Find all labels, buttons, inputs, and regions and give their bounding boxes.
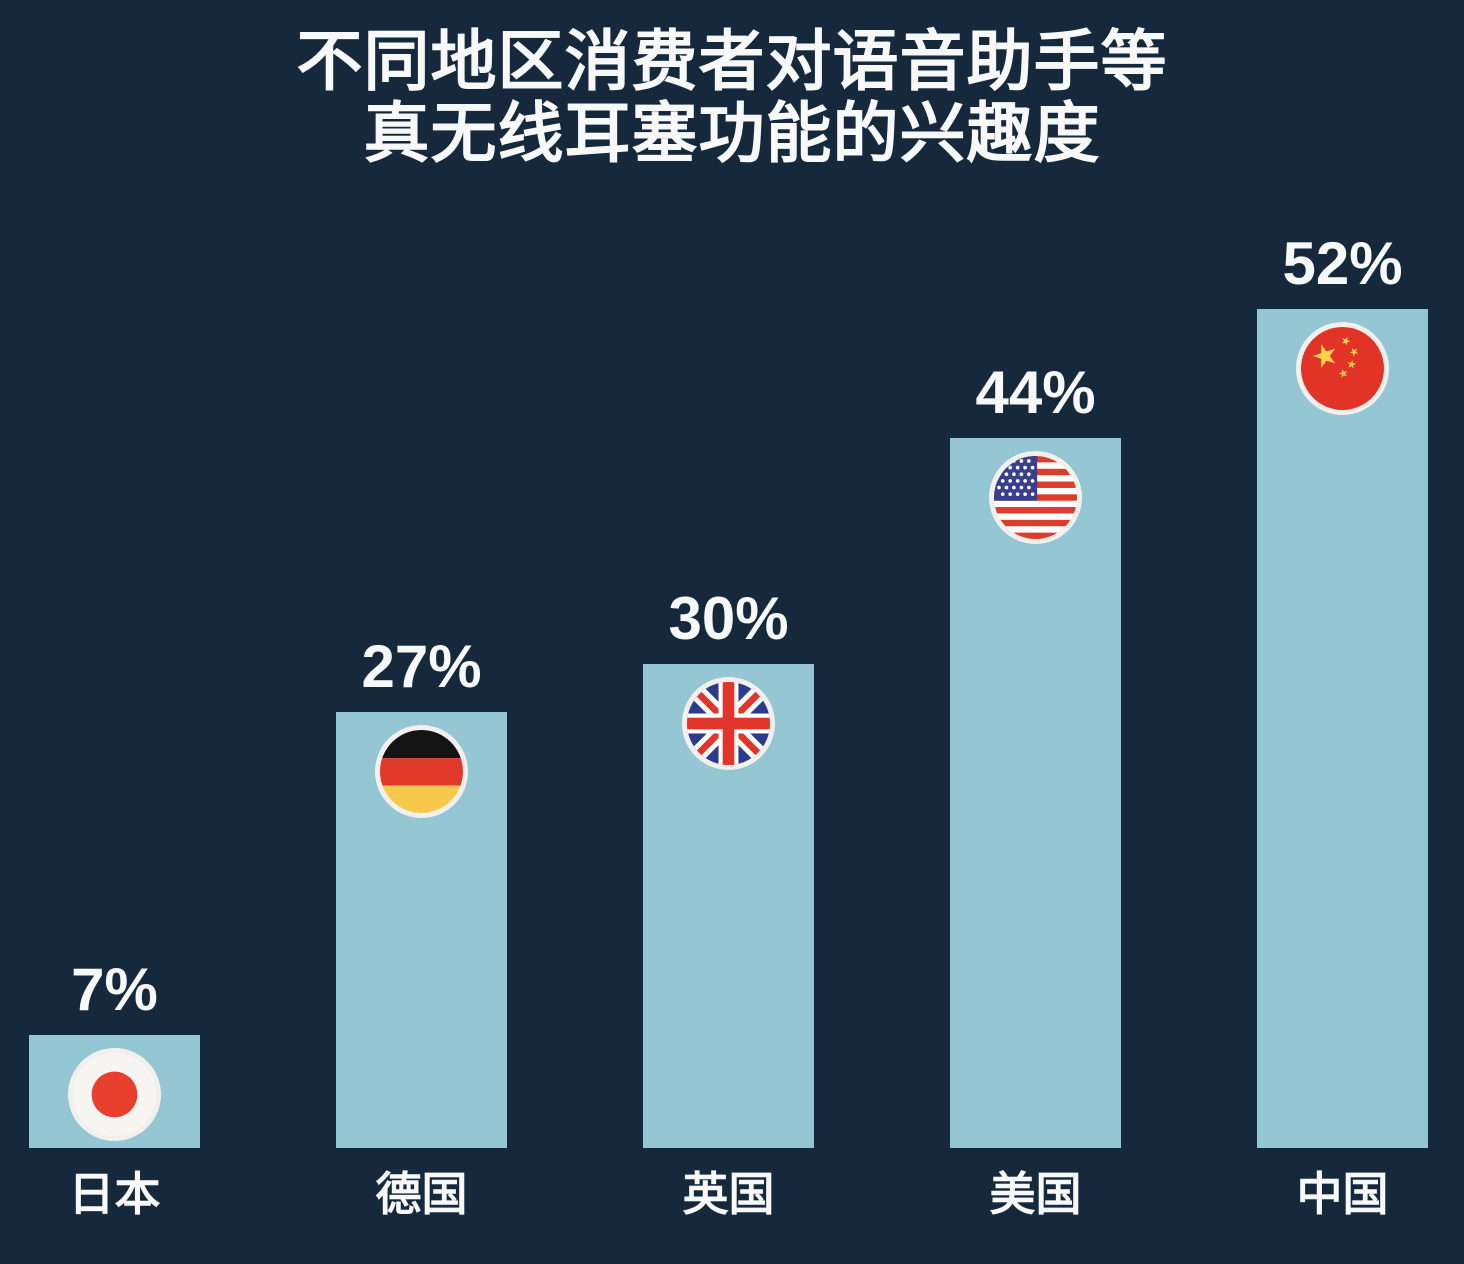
category-label-uk: 英国: [682, 1168, 775, 1220]
uk-flag-icon: [682, 677, 775, 770]
bar-germany: [336, 712, 507, 1148]
bar-uk: [643, 664, 814, 1148]
value-label-japan: 7%: [71, 956, 158, 1023]
bar-china: [1257, 309, 1428, 1148]
bar-usa: [950, 438, 1121, 1148]
usa-flag-icon: [989, 451, 1082, 544]
value-label-usa: 44%: [975, 359, 1096, 426]
china-flag-icon: [1296, 322, 1389, 415]
bar-group-usa: 44%: [950, 0, 1121, 1264]
chart-title-line1: 不同地区消费者对语音助手等: [296, 24, 1168, 98]
germany-flag-icon: [375, 725, 468, 818]
bar-group-germany: 27% 德国: [336, 0, 507, 1264]
category-label-china: 中国: [1296, 1168, 1389, 1220]
category-label-japan: 日本: [68, 1168, 161, 1220]
category-label-usa: 美国: [989, 1168, 1082, 1220]
value-label-germany: 27%: [361, 633, 482, 700]
bar-group-japan: 7% 日本: [29, 0, 200, 1264]
chart-title-line2: 真无线耳塞功能的兴趣度: [363, 95, 1101, 170]
bar-group-china: 52% 中国: [1257, 0, 1428, 1264]
category-label-germany: 德国: [375, 1168, 468, 1220]
japan-flag-icon: [68, 1048, 161, 1141]
chart-title: 不同地区消费者对语音助手等 真无线耳塞功能的兴趣度: [0, 24, 1464, 170]
value-label-uk: 30%: [668, 585, 789, 652]
bar-group-uk: 30% 英国: [643, 0, 814, 1264]
value-label-china: 52%: [1282, 230, 1403, 297]
bar-japan: [29, 1035, 200, 1148]
